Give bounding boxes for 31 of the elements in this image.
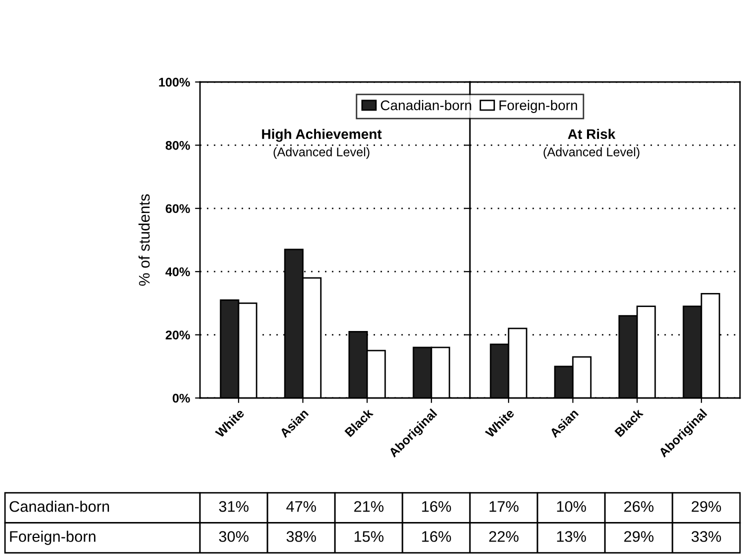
y-tick-label: 60% (166, 204, 190, 214)
legend-label: Canadian-born (380, 100, 472, 110)
data-label: 16% (422, 501, 451, 512)
data-label: 30% (219, 531, 248, 542)
data-label: 10% (557, 501, 586, 512)
data-label: 47% (286, 501, 316, 512)
annotation: High Achievement (262, 128, 382, 142)
y-tick-label: 40% (165, 267, 190, 276)
data-label: 15% (354, 531, 384, 542)
y-tick-label: 20% (166, 330, 190, 340)
data-label: 31% (219, 501, 248, 512)
data-label: 26% (624, 501, 654, 512)
data-label: 17% (490, 501, 518, 512)
data-label: 33% (692, 531, 721, 542)
y-tick-label: 80% (166, 141, 190, 150)
annotation: (Advanced Level) (274, 147, 370, 159)
legend-label: Foreign-born (500, 100, 578, 113)
data-label: 29% (624, 531, 654, 542)
y-tick-label: 100% (159, 78, 190, 87)
text: Canadian-born (10, 500, 109, 512)
annotation: (Advanced Level) (544, 147, 640, 159)
annotation: At Risk (568, 128, 616, 140)
text: Foreign-born (10, 530, 96, 545)
data-label: 22% (489, 531, 518, 542)
y-tick-label: 0% (172, 394, 190, 403)
data-label: 16% (422, 531, 451, 542)
data-label: 29% (692, 501, 721, 512)
y-axis-title: % of students (138, 194, 150, 286)
data-label: 38% (286, 531, 316, 542)
data-label: 21% (354, 501, 384, 512)
data-label: 13% (557, 531, 586, 542)
